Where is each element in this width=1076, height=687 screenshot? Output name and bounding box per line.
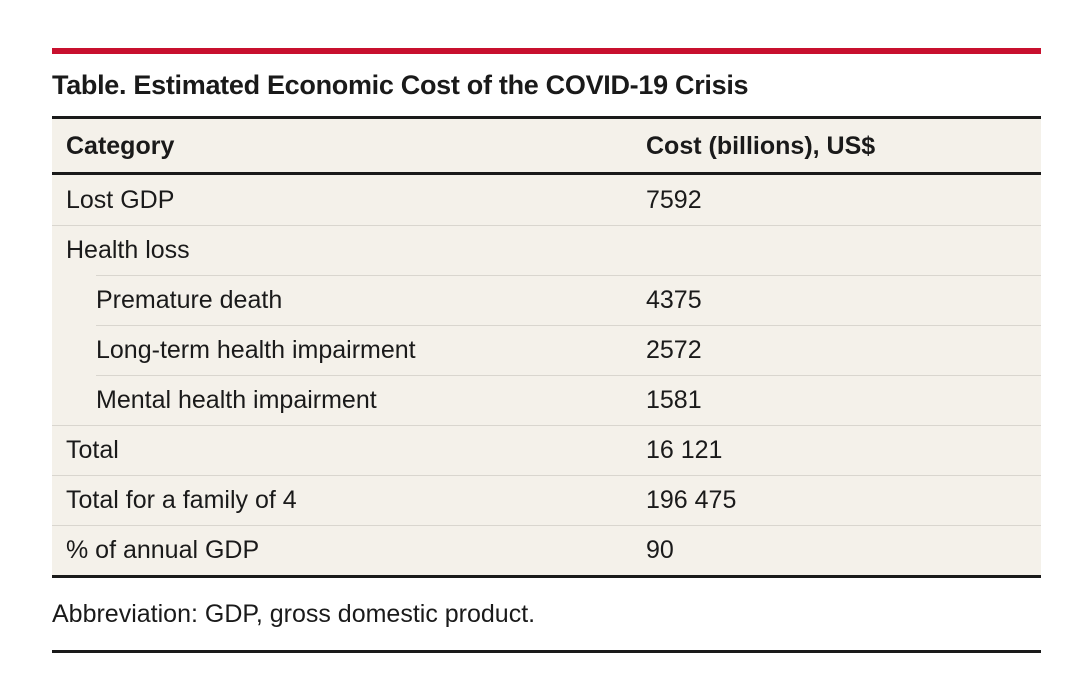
table-row-total: Total 16 121 (52, 425, 1041, 475)
accent-rule (52, 48, 1041, 54)
row-category: Total (66, 435, 119, 464)
row-category: Total for a family of 4 (66, 485, 297, 514)
row-category: Lost GDP (66, 185, 175, 214)
table-footnote: Abbreviation: GDP, gross domestic produc… (52, 578, 1041, 653)
row-category: Long-term health impairment (96, 335, 416, 364)
row-category: % of annual GDP (66, 535, 260, 564)
row-divider (96, 325, 1041, 326)
row-value: 196 475 (646, 485, 737, 514)
row-value: 90 (646, 535, 674, 564)
table-title: Table. Estimated Economic Cost of the CO… (52, 69, 749, 100)
row-divider (52, 525, 1041, 526)
header-category: Category (66, 132, 175, 160)
table-row-percent-gdp: % of annual GDP 90 (52, 525, 1041, 575)
table-row-premature-death: Premature death 4375 (52, 275, 1041, 325)
row-divider (52, 225, 1041, 226)
row-category: Health loss (66, 235, 190, 264)
table-row-health-loss: Health loss (52, 225, 1041, 275)
row-divider (96, 375, 1041, 376)
header-cost: Cost (billions), US$ (646, 132, 876, 160)
row-value: 7592 (646, 185, 702, 214)
row-value: 2572 (646, 335, 702, 364)
table-header-row: Category Cost (billions), US$ (52, 119, 1041, 175)
row-value: 4375 (646, 285, 702, 314)
row-value: 1581 (646, 385, 702, 414)
table-row-lost-gdp: Lost GDP 7592 (52, 175, 1041, 225)
table-row-mental-impairment: Mental health impairment 1581 (52, 375, 1041, 425)
row-divider (96, 275, 1041, 276)
table-row-long-term-impairment: Long-term health impairment 2572 (52, 325, 1041, 375)
row-value: 16 121 (646, 435, 723, 464)
row-divider (52, 475, 1041, 476)
row-divider (52, 425, 1041, 426)
row-category: Mental health impairment (96, 385, 377, 414)
row-category: Premature death (96, 285, 283, 314)
data-table: Category Cost (billions), US$ Lost GDP 7… (52, 116, 1041, 578)
table-row-family-total: Total for a family of 4 196 475 (52, 475, 1041, 525)
table-figure: Table. Estimated Economic Cost of the CO… (52, 48, 1041, 653)
